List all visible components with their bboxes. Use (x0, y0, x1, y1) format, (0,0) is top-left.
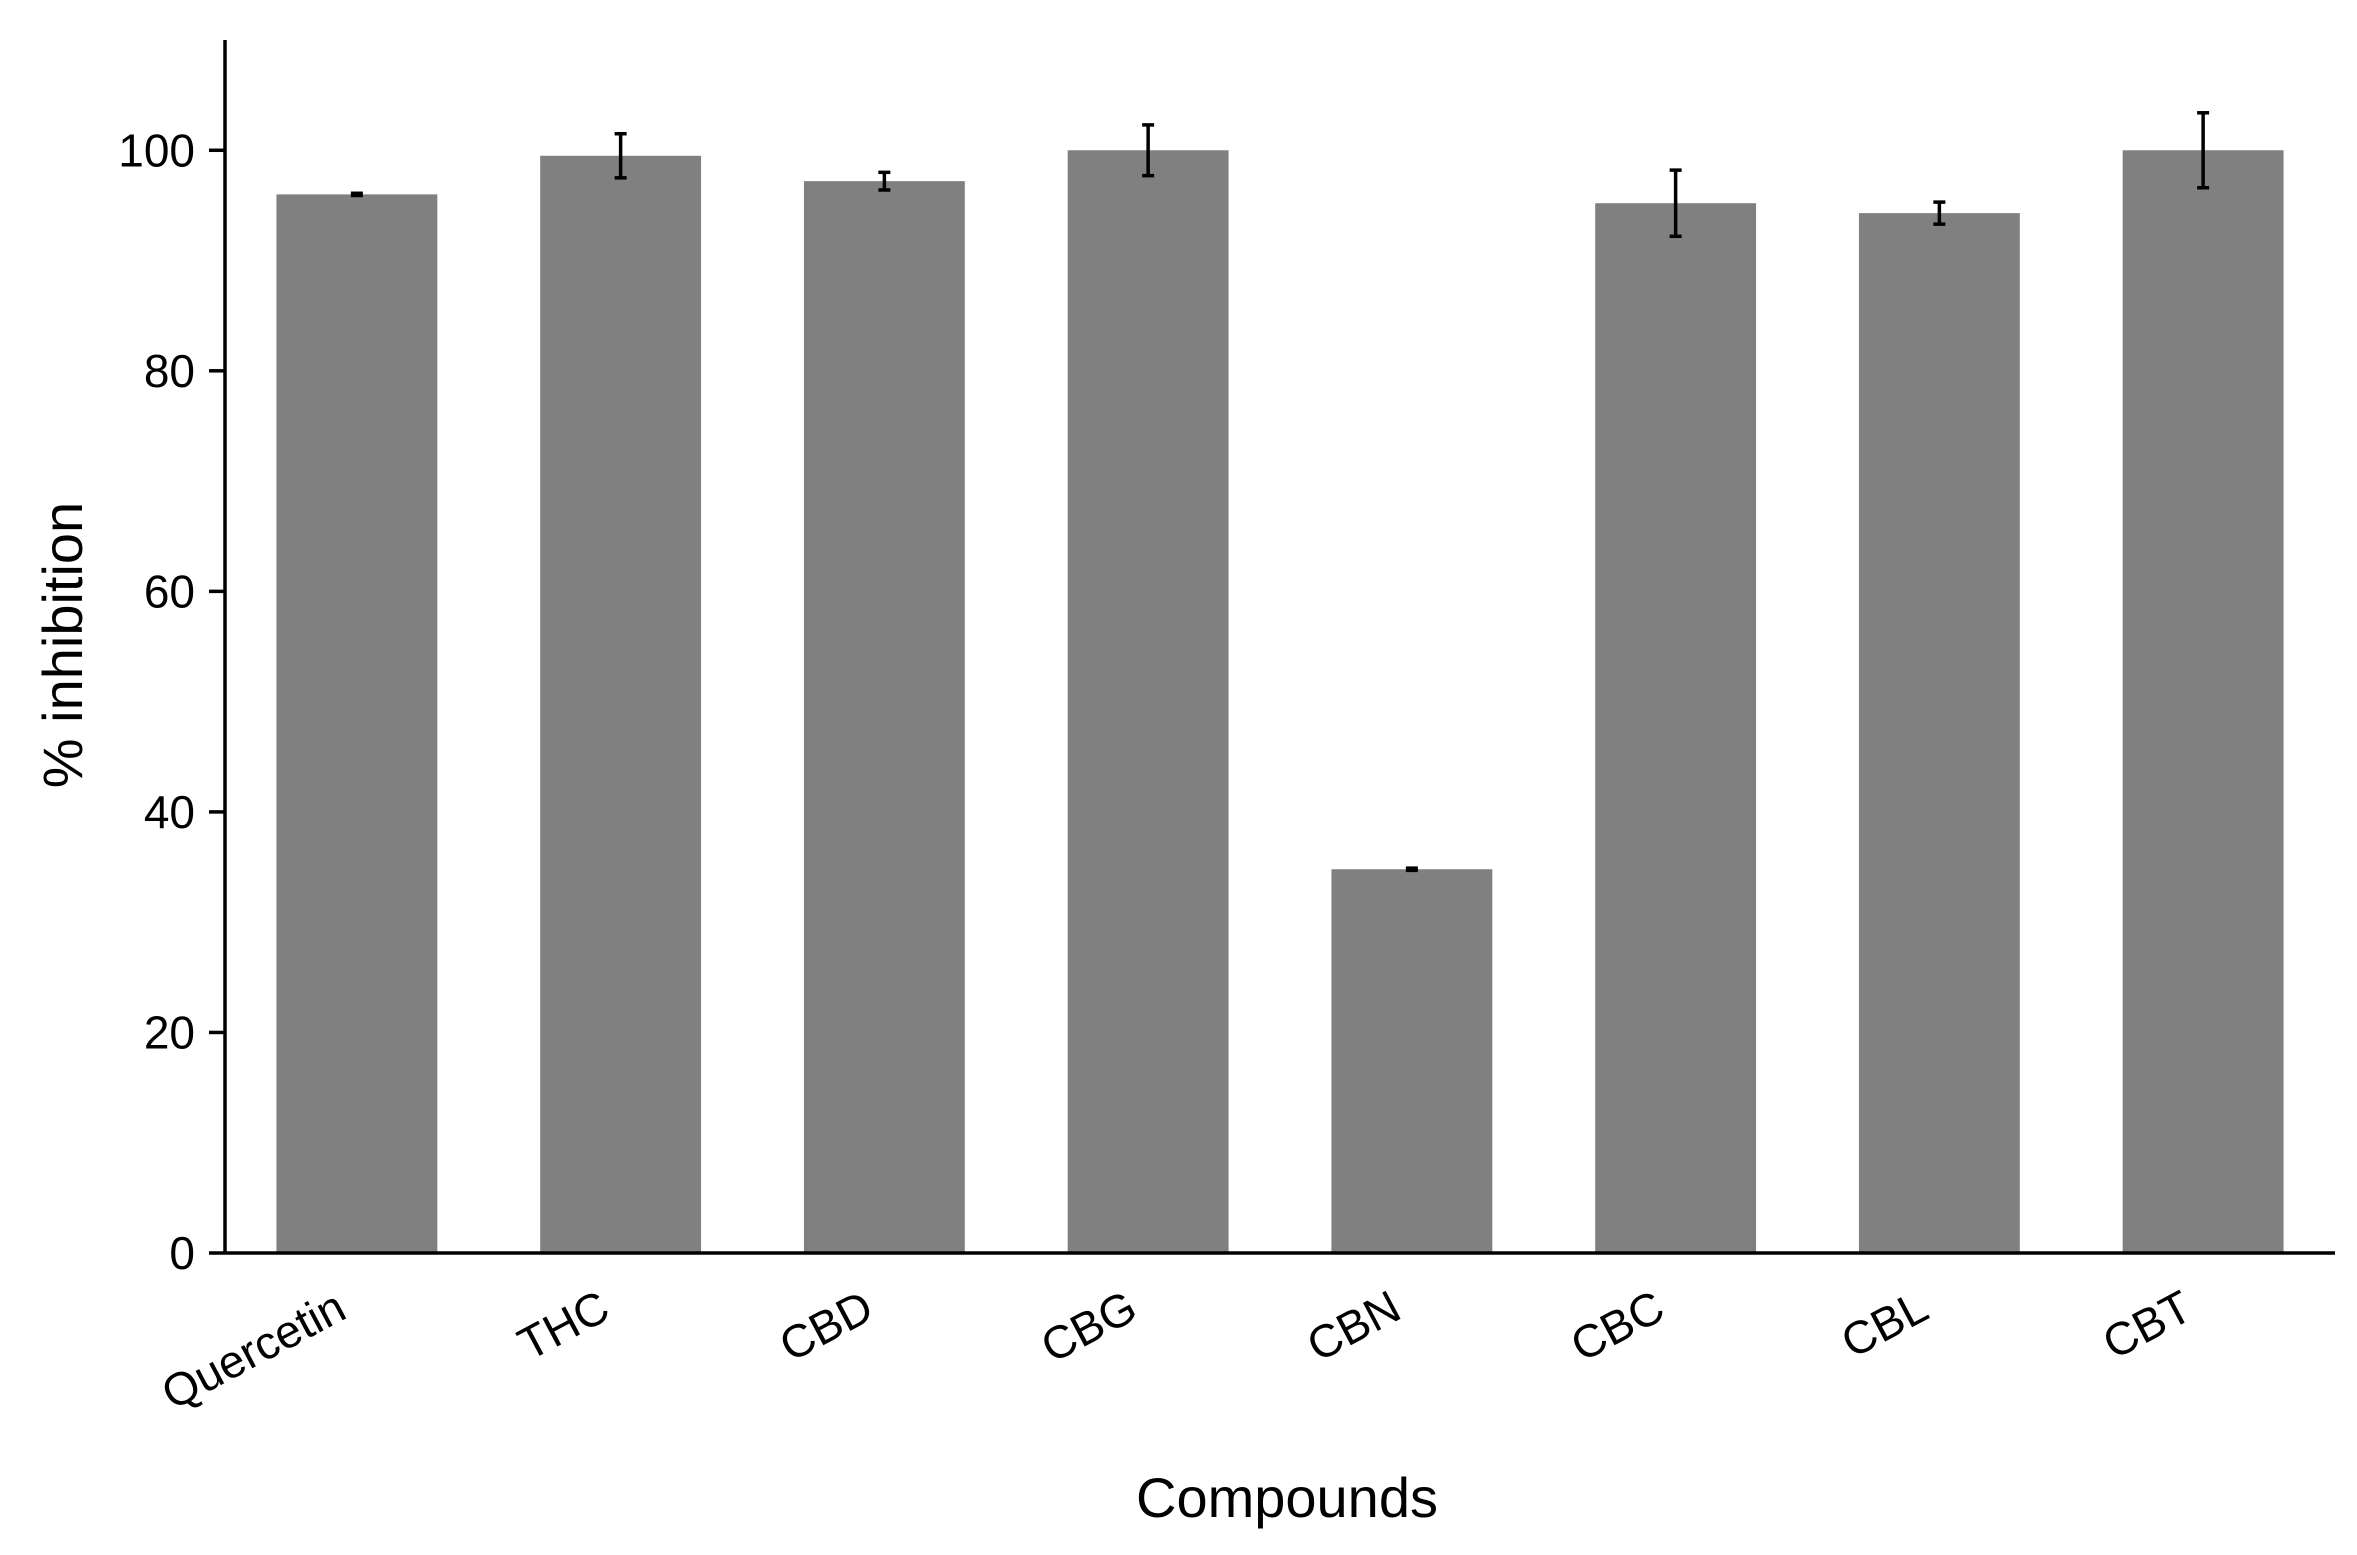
error-bar-cbt (2197, 111, 2210, 190)
error-bars-layer (350, 111, 2210, 873)
x-axis-title: Compounds (1136, 1466, 1438, 1529)
bar-quercetin (276, 194, 438, 1253)
error-bar-cbn (1405, 866, 1418, 873)
y-tick-label: 100 (118, 124, 195, 176)
x-tick-label: THC (509, 1280, 617, 1370)
x-tick-label: CBL (1833, 1280, 1936, 1368)
bar-cbc (1595, 203, 1757, 1254)
bar-thc (540, 155, 702, 1253)
bar-cbt (2122, 150, 2284, 1254)
x-tick-label: CBG (1032, 1280, 1144, 1373)
x-tick-label: CBC (1562, 1280, 1672, 1372)
error-bar-quercetin (350, 191, 363, 198)
error-bar-cbd (878, 170, 891, 192)
bar-cbn (1331, 869, 1493, 1253)
bar-cbl (1858, 213, 2020, 1254)
y-tick-label: 20 (144, 1006, 195, 1058)
x-tick-label: CBT (2094, 1280, 2200, 1369)
bar-cbd (803, 181, 965, 1254)
error-bar-thc (614, 131, 627, 180)
x-tick-label: CBN (1298, 1280, 1408, 1372)
axes-layer (209, 40, 2335, 1255)
error-bar-cbc (1669, 168, 1682, 239)
x-tick-label: Quercetin (153, 1280, 354, 1420)
error-bar-cbg (1142, 123, 1155, 178)
y-tick-label: 80 (144, 345, 195, 397)
bars-layer (276, 150, 2284, 1254)
bar-cbg (1067, 150, 1229, 1254)
y-tick-label: 40 (144, 786, 195, 838)
error-bar-cbl (1933, 200, 1946, 226)
y-tick-label: 0 (169, 1227, 195, 1279)
y-tick-label: 60 (144, 565, 195, 617)
x-tick-label: CBD (771, 1280, 881, 1372)
y-axis-title: % inhibition (31, 502, 94, 788)
